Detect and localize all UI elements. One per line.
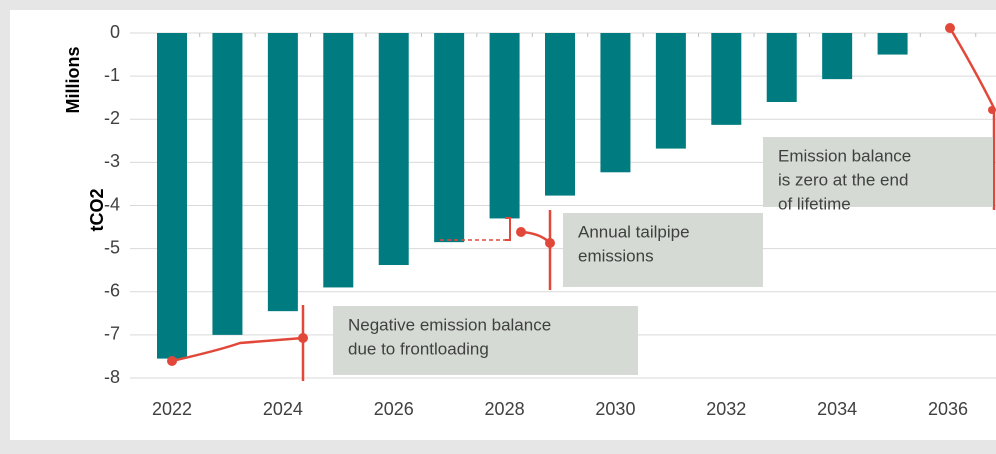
x-tick-label: 2024 (263, 399, 303, 419)
connector-dots (167, 23, 996, 366)
x-tick-label: 2028 (485, 399, 525, 419)
y-tick-label: -8 (104, 367, 120, 387)
annotation-text: of lifetime (778, 194, 851, 213)
x-tick-label: 2032 (706, 399, 746, 419)
annotation-box (563, 213, 763, 287)
y-tick-label: -3 (104, 151, 120, 171)
y-tick-label: -1 (104, 65, 120, 85)
bar (877, 33, 908, 55)
annotation-text: due to frontloading (348, 339, 489, 358)
bar (157, 33, 187, 359)
bar (212, 33, 243, 335)
x-tick-label: 2026 (374, 399, 414, 419)
y-axis-unit: Millions (63, 47, 83, 114)
y-tick-label: -5 (104, 237, 120, 257)
bar (434, 33, 465, 243)
bar (822, 33, 853, 80)
y-axis-label: tCO2 (87, 188, 107, 231)
annotation-text: is zero at the end (778, 170, 908, 189)
x-tick-label: 2036 (928, 399, 968, 419)
annotation-text: Negative emission balance (348, 315, 551, 334)
y-tick-label: -4 (104, 194, 120, 214)
annotation-box (333, 306, 638, 375)
annotation-text: Annual tailpipe (578, 222, 690, 241)
bar (711, 33, 742, 125)
annotation-text: Emission balance (778, 146, 911, 165)
bar (489, 33, 520, 219)
bar (267, 33, 298, 312)
x-tick-label: 2022 (152, 399, 192, 419)
bar (766, 33, 797, 102)
y-tick-label: -2 (104, 108, 120, 128)
bar (655, 33, 686, 149)
bar (600, 33, 631, 173)
x-tick-label: 2034 (817, 399, 857, 419)
x-tick-label: 2030 (595, 399, 635, 419)
annotation-text: emissions (578, 246, 654, 265)
y-tick-label: -7 (104, 324, 120, 344)
y-tick-label: -6 (104, 281, 120, 301)
annotation-box (763, 137, 993, 207)
bar (323, 33, 354, 288)
y-tick-label: 0 (110, 22, 120, 42)
bar (378, 33, 409, 266)
bar (545, 33, 576, 196)
